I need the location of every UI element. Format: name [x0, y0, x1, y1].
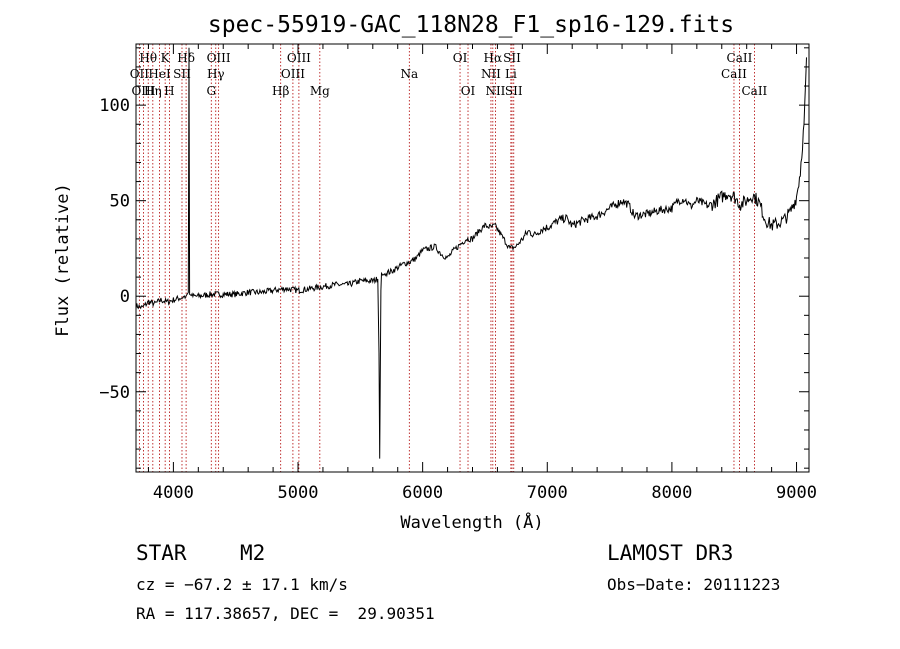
- chart-title: spec-55919-GAC_118N28_F1_sp16-129.fits: [208, 12, 734, 38]
- emission-line-label: HeI: [148, 67, 171, 81]
- x-tick-label: 7000: [527, 483, 568, 503]
- y-tick-label: 50: [110, 192, 130, 212]
- emission-line-label: CaII: [741, 84, 767, 98]
- emission-line-label: Na: [400, 67, 418, 81]
- observation-date: Obs−Date: 20111223: [607, 575, 781, 594]
- object-class: STAR: [136, 541, 187, 565]
- emission-line-label: SII: [505, 84, 523, 98]
- emission-line-label: Hα: [484, 51, 503, 65]
- x-tick-label: 4000: [153, 483, 194, 503]
- x-axis-label: Wavelength (Å): [400, 511, 543, 533]
- x-tick-label: 5000: [278, 483, 319, 503]
- emission-line-label: CaII: [721, 67, 747, 81]
- emission-line-label: CaII: [727, 51, 753, 65]
- y-axis-label: Flux (relative): [53, 183, 73, 337]
- y-tick-label: 100: [99, 96, 130, 116]
- y-axis-ticks: −50 0 50 100: [99, 47, 809, 469]
- survey-name: LAMOST DR3: [607, 541, 734, 565]
- x-tick-label: 9000: [776, 483, 817, 503]
- emission-line-label: Mg: [310, 84, 330, 98]
- emission-line-markers: [138, 44, 755, 472]
- emission-line-label: SII: [173, 67, 191, 81]
- emission-line-label: Hθ: [139, 51, 157, 65]
- emission-line-label: Hη: [144, 84, 162, 98]
- emission-line-label: OI: [461, 84, 476, 98]
- emission-line-label: Li: [505, 67, 517, 81]
- emission-line-label: OIII: [281, 67, 305, 81]
- x-axis-ticks: 4000 5000 6000 7000 8000 9000: [147, 44, 817, 503]
- emission-line-label: H: [164, 84, 174, 98]
- emission-line-label: OIII: [207, 51, 231, 65]
- coordinates: RA = 117.38657, DEC = 29.90351: [136, 604, 435, 623]
- x-tick-label: 8000: [651, 483, 692, 503]
- emission-line-label: K: [161, 51, 171, 65]
- emission-line-label: SII: [503, 51, 521, 65]
- emission-line-label: NII: [485, 84, 505, 98]
- emission-line-labels: Hθ OII OIII K HeI Hη SII H Hδ OIII Hγ G OIII OIII Hβ Mg…: [130, 51, 768, 98]
- emission-line-label: OIII: [131, 84, 155, 98]
- emission-line-label: Hβ: [272, 84, 289, 98]
- plot-frame: [135, 43, 810, 473]
- spectrum-line: [135, 47, 807, 459]
- y-tick-label: 0: [120, 287, 130, 307]
- emission-line-label: OII: [130, 67, 150, 81]
- y-tick-label: −50: [99, 383, 130, 403]
- emission-line-label: OI: [453, 51, 468, 65]
- spectrum-series: [135, 47, 807, 459]
- emission-line-label: Hγ: [207, 67, 225, 81]
- object-subclass: M2: [240, 541, 266, 565]
- x-tick-label: 6000: [402, 483, 443, 503]
- emission-line-label: Hδ: [177, 51, 195, 65]
- emission-line-label: G: [206, 84, 216, 98]
- emission-line-label: NII: [481, 67, 501, 81]
- emission-line-label: OIII: [287, 51, 311, 65]
- redshift-velocity: cz = −67.2 ± 17.1 km/s: [136, 575, 348, 594]
